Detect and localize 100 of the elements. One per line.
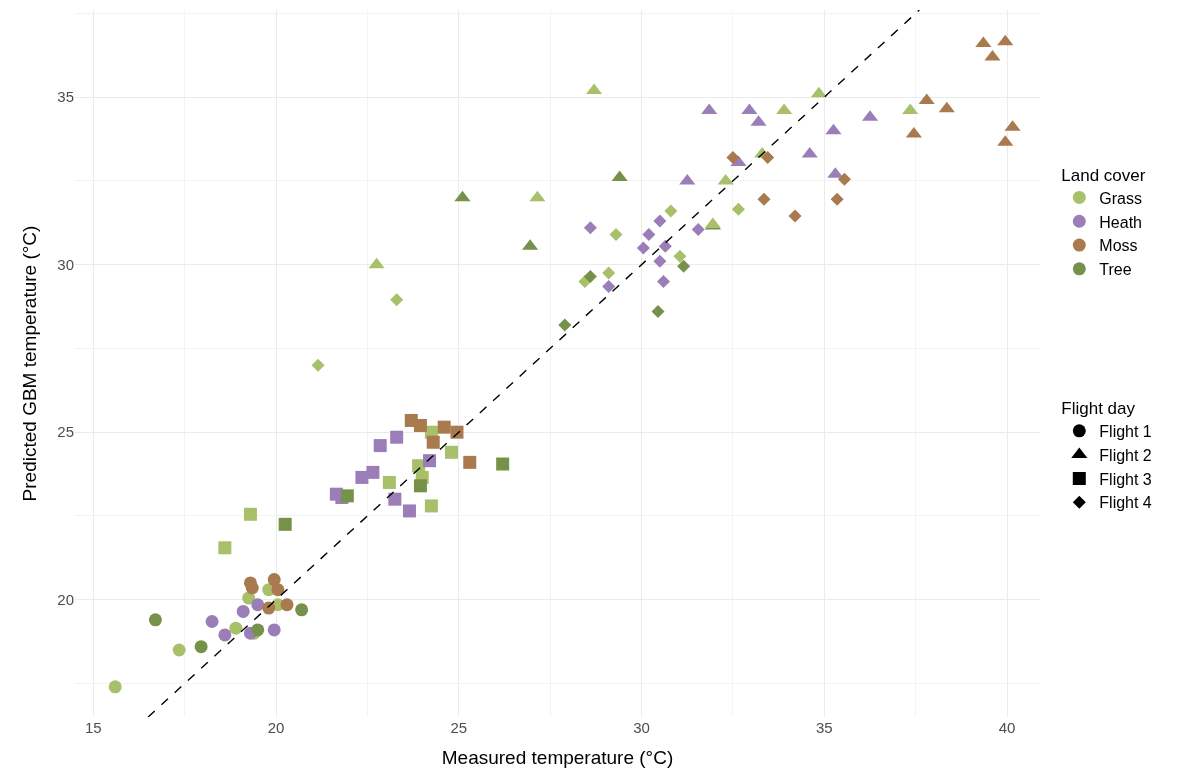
point xyxy=(445,445,458,459)
point xyxy=(529,190,546,202)
point xyxy=(148,613,162,627)
point xyxy=(262,601,276,615)
point xyxy=(450,425,464,439)
y-tick-label: 25 xyxy=(57,423,74,441)
point xyxy=(651,305,665,319)
point xyxy=(677,259,691,273)
point xyxy=(679,173,696,185)
y-axis-title: Predicted GBM temperature (°C) xyxy=(19,225,41,502)
point xyxy=(271,583,285,597)
point xyxy=(267,573,281,587)
point xyxy=(673,249,687,263)
x-axis-title: Measured temperature (°C) xyxy=(441,746,674,768)
text: Flight day xyxy=(1061,398,1135,418)
point xyxy=(295,603,309,617)
point xyxy=(938,101,955,113)
point xyxy=(340,489,354,503)
point xyxy=(583,269,597,283)
point xyxy=(741,103,758,115)
x-tick-label: 40 xyxy=(998,719,1016,736)
point xyxy=(218,628,232,642)
point xyxy=(658,239,672,253)
point xyxy=(388,492,402,506)
point xyxy=(997,34,1014,46)
point xyxy=(975,36,992,48)
point xyxy=(229,621,243,635)
point xyxy=(205,615,219,628)
point xyxy=(437,420,451,434)
point xyxy=(423,454,437,468)
point xyxy=(454,190,471,202)
x-tick-label: 15 xyxy=(84,719,102,736)
point xyxy=(368,257,385,269)
legend-label: Flight 1 xyxy=(1099,423,1152,441)
point xyxy=(267,623,281,637)
point xyxy=(731,202,745,216)
point xyxy=(788,209,802,223)
point xyxy=(810,86,827,98)
point xyxy=(463,455,477,469)
point xyxy=(905,126,922,138)
point xyxy=(413,418,427,432)
point xyxy=(691,222,705,236)
point xyxy=(355,470,369,484)
point xyxy=(402,504,416,518)
text: Land cover xyxy=(1061,165,1146,185)
point xyxy=(642,228,656,241)
point xyxy=(496,457,510,471)
legend-label: Flight 2 xyxy=(1099,446,1152,464)
legend-label: Heath xyxy=(1099,213,1142,231)
point xyxy=(108,680,122,694)
point xyxy=(776,103,793,115)
legend-label: Grass xyxy=(1099,189,1142,207)
point xyxy=(382,475,396,489)
x-tick-label: 30 xyxy=(633,719,650,736)
point xyxy=(243,507,257,521)
point xyxy=(717,173,734,185)
point xyxy=(830,192,844,206)
point xyxy=(664,204,678,218)
point xyxy=(194,640,208,654)
point xyxy=(761,150,775,164)
point xyxy=(611,170,628,182)
point xyxy=(636,241,650,255)
point xyxy=(984,49,1001,61)
point xyxy=(602,279,616,293)
point xyxy=(426,435,440,449)
y-tick-label: 35 xyxy=(57,88,74,106)
point xyxy=(757,192,771,206)
point xyxy=(172,643,186,657)
y-tick-label: 30 xyxy=(57,255,74,273)
point xyxy=(583,221,597,235)
point xyxy=(373,439,387,453)
legend-label: Tree xyxy=(1099,261,1132,279)
point xyxy=(902,103,919,115)
point xyxy=(218,541,232,555)
legend-label: Moss xyxy=(1099,237,1138,255)
x-tick-label: 35 xyxy=(816,719,833,736)
point xyxy=(280,598,294,612)
x-tick-label: 20 xyxy=(267,719,285,736)
point xyxy=(251,598,265,612)
point xyxy=(825,123,842,135)
point xyxy=(602,266,616,280)
point xyxy=(837,172,851,186)
point xyxy=(413,479,427,493)
point xyxy=(657,274,670,288)
point xyxy=(701,103,718,115)
point xyxy=(558,318,572,332)
point xyxy=(278,517,292,531)
point xyxy=(390,293,404,307)
legend-label: Flight 4 xyxy=(1099,494,1152,512)
point xyxy=(726,150,740,164)
point xyxy=(609,228,623,241)
y-tick-label: 20 xyxy=(57,590,74,608)
point xyxy=(653,254,667,268)
point xyxy=(366,465,380,479)
point xyxy=(236,604,250,618)
point xyxy=(311,358,325,372)
point xyxy=(390,430,404,444)
legend-label: Flight 3 xyxy=(1099,470,1152,488)
x-tick-label: 25 xyxy=(450,719,468,736)
point xyxy=(653,214,667,228)
